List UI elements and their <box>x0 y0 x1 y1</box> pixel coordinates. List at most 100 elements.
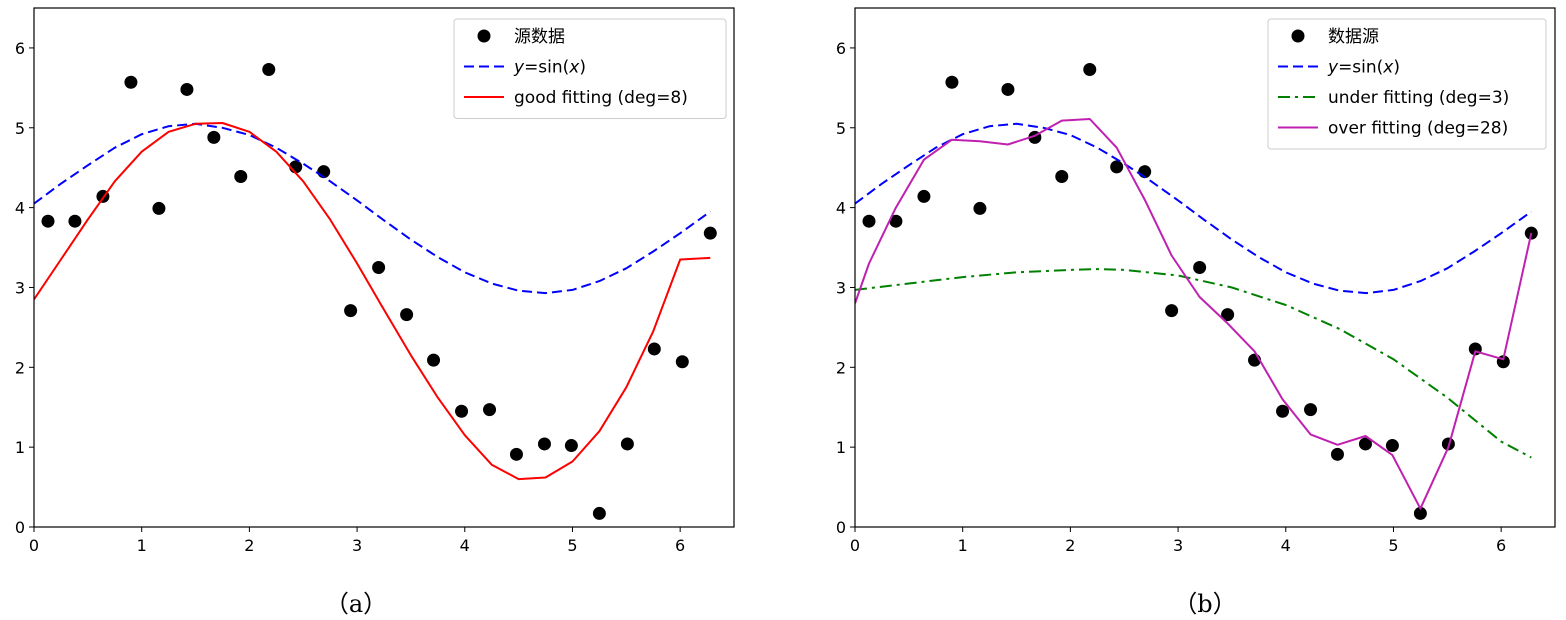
x-tick-label: 5 <box>1388 536 1398 555</box>
data-point <box>917 189 931 203</box>
legend-label-part: y <box>1327 58 1339 78</box>
legend-box <box>1267 18 1547 150</box>
y-tick-label: 2 <box>15 358 25 377</box>
legend-label-part: y <box>513 58 525 78</box>
data-point <box>41 214 55 228</box>
legend-label: y=sin(x) <box>1327 58 1400 78</box>
x-tick-label: 5 <box>567 536 577 555</box>
series-line-over-fitting-deg-28 <box>855 118 1533 510</box>
legend-label-part: =sin( <box>524 58 569 78</box>
legend-marker <box>477 29 491 43</box>
legend-label: good fitting (deg=8) <box>514 88 688 108</box>
data-point <box>703 226 717 240</box>
y-tick-label: 1 <box>15 438 25 457</box>
data-point <box>1165 304 1179 318</box>
series-line-good-fitting-deg-8 <box>34 122 711 481</box>
data-point <box>620 437 634 451</box>
legend-label: over fitting (deg=28) <box>1328 119 1508 139</box>
series-line-y-sin-x <box>855 122 1532 295</box>
legend-marker <box>1291 29 1305 43</box>
panel-a: 0 1 2 3 4 5 6 0 1 2 3 4 5 6 源数据 y=sin(x) good fitting (d… <box>15 7 735 618</box>
data-point <box>862 214 876 228</box>
data-point <box>1001 82 1015 96</box>
data-point <box>124 75 138 89</box>
data-point <box>1193 261 1207 274</box>
data-point <box>564 439 578 453</box>
data-point <box>973 201 987 215</box>
legend-label: 源数据 <box>514 27 565 47</box>
legend-label-part: =sin( <box>1338 58 1383 78</box>
data-point <box>1110 160 1124 174</box>
data-point <box>400 308 414 322</box>
y-tick-label: 0 <box>836 518 846 537</box>
x-tick-label: 2 <box>1065 536 1075 555</box>
x-tick-label: 1 <box>137 536 147 555</box>
legend-label-part: x <box>1382 58 1394 78</box>
data-point <box>455 404 469 418</box>
legend: 源数据 y=sin(x) good fitting (deg=8) <box>453 18 727 119</box>
y-tick-label: 5 <box>836 119 846 138</box>
panel-caption: （a） <box>325 590 387 618</box>
data-point <box>262 62 276 76</box>
data-point <box>372 261 386 274</box>
data-point <box>647 342 661 356</box>
data-point <box>180 82 194 96</box>
axes-frame <box>854 7 1556 528</box>
data-point <box>234 169 248 183</box>
legend-label: under fitting (deg=3) <box>1328 88 1509 108</box>
legend-label-part: ) <box>1393 58 1400 78</box>
y-tick-label: 0 <box>15 518 25 537</box>
y-tick-label: 6 <box>15 39 25 58</box>
data-point <box>68 214 82 228</box>
y-tick-label: 4 <box>836 199 846 218</box>
data-point <box>1330 447 1344 461</box>
x-tick-label: 3 <box>352 536 362 555</box>
data-point <box>1055 169 1069 183</box>
legend-label: y=sin(x) <box>513 58 586 78</box>
axes-frame <box>33 7 735 528</box>
y-tick-label: 3 <box>15 278 25 297</box>
data-point <box>592 506 606 520</box>
data-point <box>1413 506 1427 520</box>
x-tick-label: 6 <box>675 536 685 555</box>
legend-box <box>453 18 727 119</box>
x-tick-label: 0 <box>850 536 860 555</box>
y-tick-label: 3 <box>836 278 846 297</box>
legend-label-part: ) <box>579 58 586 78</box>
data-point <box>1221 308 1235 322</box>
data-point <box>675 355 689 369</box>
series-line-under-fitting-deg-3 <box>855 268 1532 459</box>
x-tick-label: 1 <box>958 536 968 555</box>
plot-area <box>855 62 1538 520</box>
y-tick-label: 1 <box>836 438 846 457</box>
data-point <box>427 353 441 367</box>
panel-caption: （b） <box>1173 590 1236 618</box>
data-point <box>1304 403 1318 417</box>
legend: 数据源 y=sin(x) under fitting (deg=3) over fit… <box>1267 18 1547 150</box>
data-point <box>1385 439 1399 453</box>
x-tick-label: 6 <box>1496 536 1506 555</box>
y-tick-label: 4 <box>15 199 25 218</box>
legend-label: 数据源 <box>1328 27 1379 47</box>
y-tick-label: 2 <box>836 358 846 377</box>
y-tick-label: 5 <box>15 119 25 138</box>
panel-b: 0 1 2 3 4 5 6 0 1 2 3 4 5 6 数据源 y=sin(x) under fitting (… <box>836 7 1556 618</box>
x-tick-label: 3 <box>1173 536 1183 555</box>
data-point <box>1083 62 1097 76</box>
data-point <box>1524 226 1538 240</box>
plot-area <box>34 62 717 520</box>
x-tick-label: 2 <box>244 536 254 555</box>
x-tick-label: 4 <box>1281 536 1291 555</box>
series-line-y-sin-x <box>34 122 711 295</box>
y-tick-label: 6 <box>836 39 846 58</box>
x-tick-label: 0 <box>29 536 39 555</box>
data-point <box>152 201 166 215</box>
x-tick-label: 4 <box>460 536 470 555</box>
data-point <box>537 437 551 451</box>
data-point <box>1276 404 1290 418</box>
data-point <box>207 130 221 144</box>
data-point <box>1358 437 1372 451</box>
data-point <box>344 304 358 318</box>
data-point <box>509 447 523 461</box>
